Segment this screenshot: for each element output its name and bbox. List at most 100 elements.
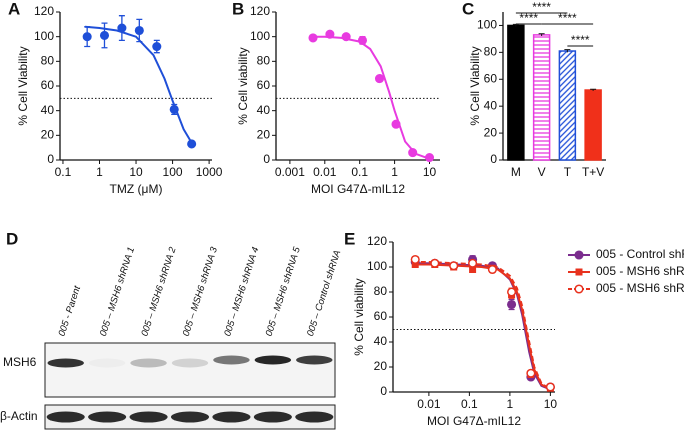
- x-tick-label: T+V: [582, 165, 604, 179]
- point: [341, 32, 351, 42]
- x-tick-label: 1000: [196, 165, 223, 179]
- x-tick-label: 0.001: [275, 165, 305, 179]
- bar: [558, 50, 577, 161]
- y-tick-label: 20: [41, 128, 55, 142]
- error-bar: [564, 49, 571, 53]
- legend-marker: [574, 250, 584, 260]
- x-axis-label: MOI G47Δ-mIL12: [311, 182, 405, 196]
- y-tick-label: 100: [477, 18, 497, 32]
- panel-label: D: [6, 229, 18, 248]
- row-label: MSH6: [3, 355, 37, 369]
- y-tick-label: 100: [34, 29, 54, 43]
- x-axis-label: MOI G47Δ-mIL12: [427, 414, 521, 428]
- point: [152, 41, 162, 52]
- y-tick-label: 0: [490, 152, 497, 166]
- point: [82, 32, 92, 42]
- series: [410, 254, 555, 392]
- x-tick-label: 1: [507, 397, 514, 411]
- y-tick-label: 60: [484, 71, 498, 85]
- point: [117, 23, 127, 33]
- y-tick-label: 120: [34, 4, 54, 18]
- fit-curve: [310, 35, 430, 160]
- panel-label: B: [232, 0, 244, 18]
- y-tick-label: 100: [250, 29, 270, 43]
- point: [169, 104, 179, 114]
- point: [430, 258, 440, 268]
- y-tick-label: 80: [257, 54, 271, 68]
- y-axis-label: % Cell viability: [236, 47, 250, 124]
- lane-label: 005 – MSH6 shRNA 4: [222, 246, 261, 338]
- y-tick-label: 120: [367, 234, 387, 248]
- chart: A % Cell Viability TMZ (μM) 0 20 40 60 80 100 120…: [8, 0, 223, 196]
- point: [469, 266, 477, 273]
- point: [411, 261, 419, 268]
- point: [507, 287, 517, 297]
- band: [89, 359, 125, 368]
- y-tick-label: 0: [380, 384, 387, 398]
- band: [47, 358, 84, 368]
- significance-label: ****: [532, 0, 551, 14]
- point: [357, 35, 368, 45]
- legend-marker: [574, 284, 584, 294]
- band: [170, 411, 210, 423]
- point: [408, 148, 418, 158]
- band: [171, 358, 209, 368]
- point: [391, 119, 401, 129]
- band: [46, 411, 85, 423]
- y-tick-label: 80: [484, 45, 498, 59]
- x-tick-label: 100: [163, 165, 183, 179]
- point: [134, 25, 144, 36]
- y-tick-label: 60: [374, 309, 388, 323]
- significance-label: ****: [571, 33, 590, 47]
- series: [308, 29, 435, 163]
- point: [526, 368, 536, 378]
- bar: [584, 89, 602, 161]
- point: [325, 29, 335, 39]
- y-tick-label: 20: [374, 359, 388, 373]
- y-tick-label: 60: [41, 78, 55, 92]
- band: [212, 411, 251, 423]
- legend-label: 005 - MSH6 shRNA 1: [596, 264, 684, 278]
- lane-label: 005 – MSH6 shRNA 5: [264, 245, 303, 338]
- point: [187, 139, 197, 149]
- legend-label: 005 - Control shRNA: [596, 247, 684, 261]
- lane-label: 005 – MSH6 shRNA 1: [98, 246, 137, 338]
- point: [545, 382, 555, 392]
- point: [99, 30, 110, 40]
- fit-curve: [412, 261, 551, 391]
- series: [82, 15, 197, 149]
- point: [374, 74, 385, 84]
- y-axis-label: % Cell Viability: [16, 46, 30, 125]
- x-tick-label: T: [564, 165, 572, 179]
- band: [295, 411, 334, 423]
- x-tick-label: 0.1: [55, 165, 72, 179]
- significance-label: ****: [558, 11, 577, 25]
- x-tick-label: 0.01: [417, 397, 441, 411]
- x-tick-label: 0.1: [461, 397, 478, 411]
- significance-label: ****: [519, 11, 538, 25]
- chart: E % Cell viability MOI G47Δ-mIL12 0 20 40 60 80…: [344, 229, 684, 428]
- band: [296, 355, 333, 365]
- y-tick-label: 0: [263, 152, 270, 166]
- legend-marker: [575, 268, 583, 276]
- error-bar: [538, 33, 545, 36]
- y-axis-label: % Cell viability: [352, 278, 366, 355]
- band: [254, 355, 292, 365]
- band: [213, 355, 250, 365]
- panel-label: A: [8, 0, 20, 18]
- point: [487, 264, 497, 275]
- panel-label: E: [344, 229, 355, 248]
- y-tick-label: 40: [257, 103, 271, 117]
- y-tick-label: 20: [484, 125, 498, 139]
- lane-label: 005 – MSH6 shRNA 3: [181, 245, 220, 338]
- point: [468, 258, 478, 268]
- fit-curve: [84, 25, 194, 145]
- x-tick-label: V: [538, 165, 546, 179]
- y-tick-label: 80: [374, 284, 388, 298]
- bar: [532, 34, 551, 161]
- legend-label: 005 - MSH6 shRNA 3: [596, 281, 684, 295]
- blot-frame: [44, 342, 336, 398]
- y-tick-label: 40: [484, 98, 498, 112]
